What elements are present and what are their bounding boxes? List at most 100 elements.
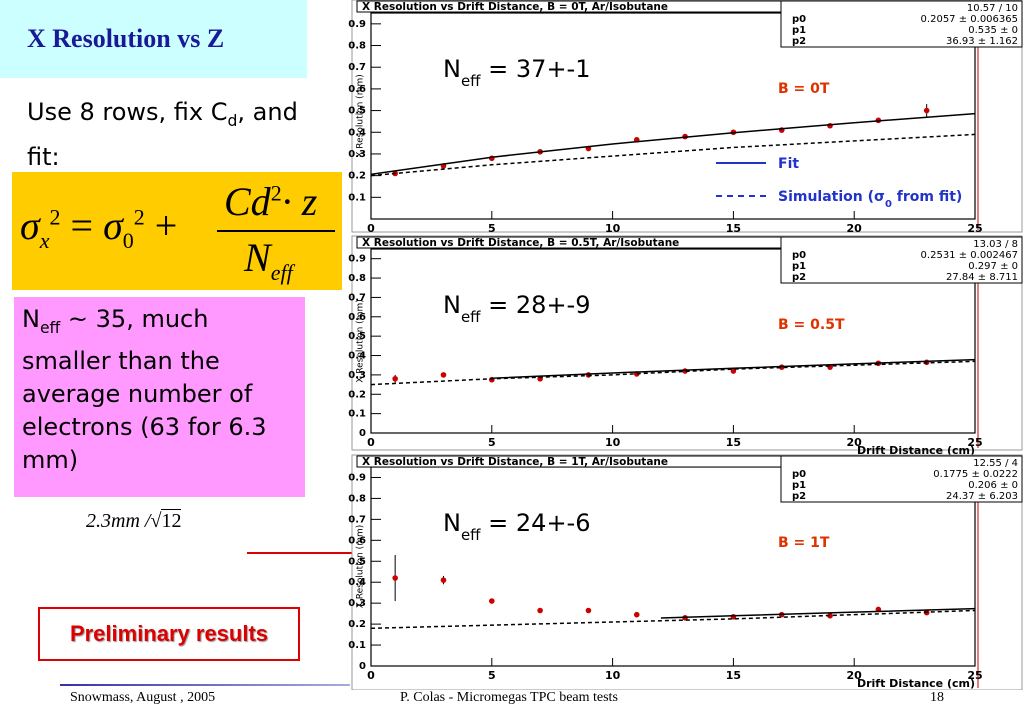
title-box: X Resolution vs Z — [0, 0, 307, 78]
sym: = — [70, 203, 94, 248]
y-tick-label: 0 — [359, 428, 366, 439]
stats-box — [780, 236, 1023, 284]
sym: 2 — [270, 180, 282, 206]
formula-num: Cd2· z — [224, 178, 317, 225]
field-label: B = 1T — [778, 535, 830, 551]
data-point — [827, 612, 833, 619]
footer-line — [60, 684, 350, 686]
y-tick-label: 0.4 — [348, 351, 366, 362]
y-tick-label: 0.1 — [348, 192, 366, 203]
x-tick-label: 20 — [847, 669, 863, 682]
y-tick-label: 0.6 — [348, 84, 366, 95]
y-tick-label: 0.8 — [348, 41, 366, 52]
y-axis-label: X Resolution (mm) — [356, 299, 366, 382]
neff-annotation-part: = 37+-1 — [481, 55, 591, 83]
stats-value: 0.297 ± 0 — [968, 261, 1018, 272]
sym: N — [244, 235, 271, 280]
data-point — [392, 575, 398, 581]
legend-label-part: Fit — [778, 156, 799, 172]
formula: σx2 = σ02 + Cd2· z Neff — [12, 172, 342, 290]
plot-area — [370, 248, 976, 434]
stats-value: 0.2531 ± 0.002467 — [921, 250, 1018, 261]
neff-annotation-part: eff — [461, 72, 481, 90]
legend-label: Fit — [778, 156, 799, 172]
y-tick-label: 0.4 — [348, 127, 366, 138]
x-tick-label: 15 — [726, 669, 741, 682]
sym: x — [39, 228, 50, 253]
sym: σ — [20, 203, 40, 248]
x-tick-label: 20 — [847, 222, 863, 235]
x-tick-label: 25 — [967, 436, 982, 449]
formula-den: Neff — [244, 234, 293, 286]
note-text: N — [22, 305, 40, 333]
neff-annotation-part: N — [443, 55, 461, 83]
fit-line — [660, 607, 976, 619]
badge: Preliminary results — [38, 607, 300, 661]
x-tick-label: 5 — [488, 669, 496, 682]
x-tick-label: 15 — [726, 436, 741, 449]
radical: √ — [150, 510, 162, 532]
slide-title: X Resolution vs Z — [27, 24, 225, 53]
note: Neff ~ 35, much smaller than the average… — [14, 297, 305, 497]
chart-title: X Resolution vs Drift Distance, B = 0T, … — [362, 1, 668, 13]
y-tick-label: 0.1 — [348, 409, 366, 420]
simulation-line — [370, 609, 976, 630]
y-tick-label: 0.5 — [348, 106, 366, 117]
y-tick-label: 0.8 — [348, 273, 366, 284]
stats-value: 24.37 ± 6.203 — [946, 491, 1018, 502]
stats-header: 12.55 / 4 — [973, 458, 1018, 469]
y-tick-label: 0.1 — [348, 640, 366, 651]
x-tick-label: 0 — [367, 669, 375, 682]
y-tick-label: 0 — [359, 661, 366, 672]
chart-title: X Resolution vs Drift Distance, B = 0.5T… — [362, 237, 679, 249]
formula-lhs: σx2 = σ02 + — [20, 202, 177, 254]
intro-rest: , and fit: — [27, 98, 298, 171]
data-point — [440, 372, 447, 378]
stats-name: p0 — [792, 469, 806, 480]
fit-line — [491, 358, 976, 379]
y-tick-label: 0.3 — [348, 370, 366, 381]
sym: eff — [270, 260, 293, 285]
simulation-line — [370, 360, 976, 386]
neff-annotation-part: = 28+-9 — [481, 291, 591, 319]
x-axis-label: Drift Distance (cm) — [857, 444, 975, 457]
stats-name: p2 — [792, 272, 806, 283]
intro-sub: d — [227, 111, 238, 130]
stats-name: p2 — [792, 36, 806, 47]
intro-text: Use 8 rows, fix C — [27, 98, 228, 126]
y-axis-label: X Resolution (mm) — [356, 74, 366, 157]
sym: 2 — [49, 204, 61, 230]
sym: Cd — [224, 179, 271, 224]
y-tick-label: 0.3 — [348, 598, 366, 609]
neff-annotation-part: eff — [461, 308, 481, 326]
fraction-bar — [217, 230, 335, 232]
stats-name: p0 — [792, 250, 806, 261]
stats-value: 0.2057 ± 0.006365 — [921, 14, 1018, 25]
note-sub: eff — [39, 318, 61, 337]
sym: σ — [103, 203, 123, 248]
y-tick-label: 0.2 — [348, 389, 366, 400]
stats-value: 0.206 ± 0 — [968, 480, 1018, 491]
stats-value: 27.84 ± 8.711 — [946, 272, 1018, 283]
stats-box — [780, 455, 1023, 503]
neff-annotation-part: eff — [461, 526, 481, 544]
radicand: 12 — [161, 509, 182, 532]
x-tick-label: 5 — [488, 436, 496, 449]
field-label: B = 0T — [778, 81, 830, 97]
data-point — [392, 375, 398, 382]
legend-label-part: from fit) — [892, 189, 962, 205]
y-tick-label: 0.2 — [348, 171, 366, 182]
plot-area — [370, 12, 976, 220]
x-tick-label: 10 — [605, 222, 621, 235]
footer-center: P. Colas - Micromegas TPC beam tests — [400, 690, 618, 705]
y-tick-label: 0.2 — [348, 619, 366, 630]
data-point — [585, 607, 592, 614]
resolution: 2.3mm /√12 — [86, 509, 182, 533]
neff-annotation-part: = 24+-6 — [481, 509, 591, 537]
intro: Use 8 rows, fix Cd, and fit: — [27, 94, 317, 175]
y-tick-label: 0.7 — [348, 292, 366, 303]
sym: 0 — [122, 228, 134, 253]
sym: 2 — [133, 204, 145, 230]
y-tick-label: 0.7 — [348, 62, 366, 73]
